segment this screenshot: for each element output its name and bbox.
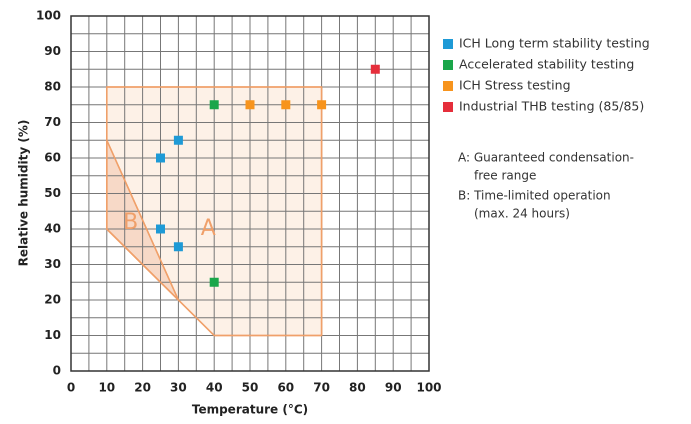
legend-label: Accelerated stability testing <box>459 57 634 72</box>
legend-label: ICH Long term stability testing <box>459 36 650 51</box>
region-label: B <box>123 210 138 235</box>
y-tick-label: 100 <box>36 9 61 23</box>
legend-swatch <box>443 60 453 70</box>
y-tick-label: 10 <box>44 328 61 342</box>
x-tick-label: 40 <box>206 381 223 395</box>
y-tick-label: 50 <box>44 186 61 200</box>
data-point <box>245 100 255 110</box>
plot-frame <box>70 15 430 372</box>
y-tick-label: 90 <box>44 44 61 58</box>
note: free range <box>474 169 536 183</box>
y-tick-label: 60 <box>44 151 61 165</box>
y-tick-label: 30 <box>44 257 61 271</box>
data-point <box>317 100 327 110</box>
x-tick-label: 30 <box>170 381 187 395</box>
y-tick-label: 40 <box>44 222 61 236</box>
legend-swatch <box>443 81 453 91</box>
legend-swatch <box>443 102 453 112</box>
note: A: Guaranteed condensation- <box>458 151 634 165</box>
note: B: Time-limited operation <box>458 189 611 203</box>
x-tick-label: 20 <box>134 381 151 395</box>
x-axis-label: Temperature (°C) <box>192 403 308 417</box>
y-tick-label: 0 <box>53 364 61 378</box>
x-tick-label: 10 <box>98 381 115 395</box>
data-point <box>209 277 219 287</box>
region-label: A <box>201 216 216 241</box>
x-tick-label: 100 <box>416 381 441 395</box>
data-point <box>370 64 380 74</box>
x-tick-label: 0 <box>67 381 75 395</box>
data-point <box>281 100 291 110</box>
y-tick-label: 80 <box>44 80 61 94</box>
y-tick-label: 70 <box>44 115 61 129</box>
legend-swatch <box>443 39 453 49</box>
region-outline <box>106 139 180 301</box>
x-tick-label: 70 <box>313 381 330 395</box>
y-tick-label: 20 <box>44 293 61 307</box>
x-tick-label: 80 <box>349 381 366 395</box>
data-point <box>156 153 165 163</box>
data-point <box>209 100 219 110</box>
note: (max. 24 hours) <box>474 207 570 221</box>
x-tick-label: 60 <box>277 381 294 395</box>
x-tick-label: 90 <box>385 381 402 395</box>
data-point <box>156 224 165 234</box>
x-tick-label: 50 <box>242 381 259 395</box>
y-axis-label: Relative humidity (%) <box>17 120 31 267</box>
legend-label: ICH Stress testing <box>459 78 571 93</box>
legend-label: Industrial THB testing (85/85) <box>459 99 644 114</box>
data-point <box>173 135 183 145</box>
data-point <box>173 242 183 252</box>
